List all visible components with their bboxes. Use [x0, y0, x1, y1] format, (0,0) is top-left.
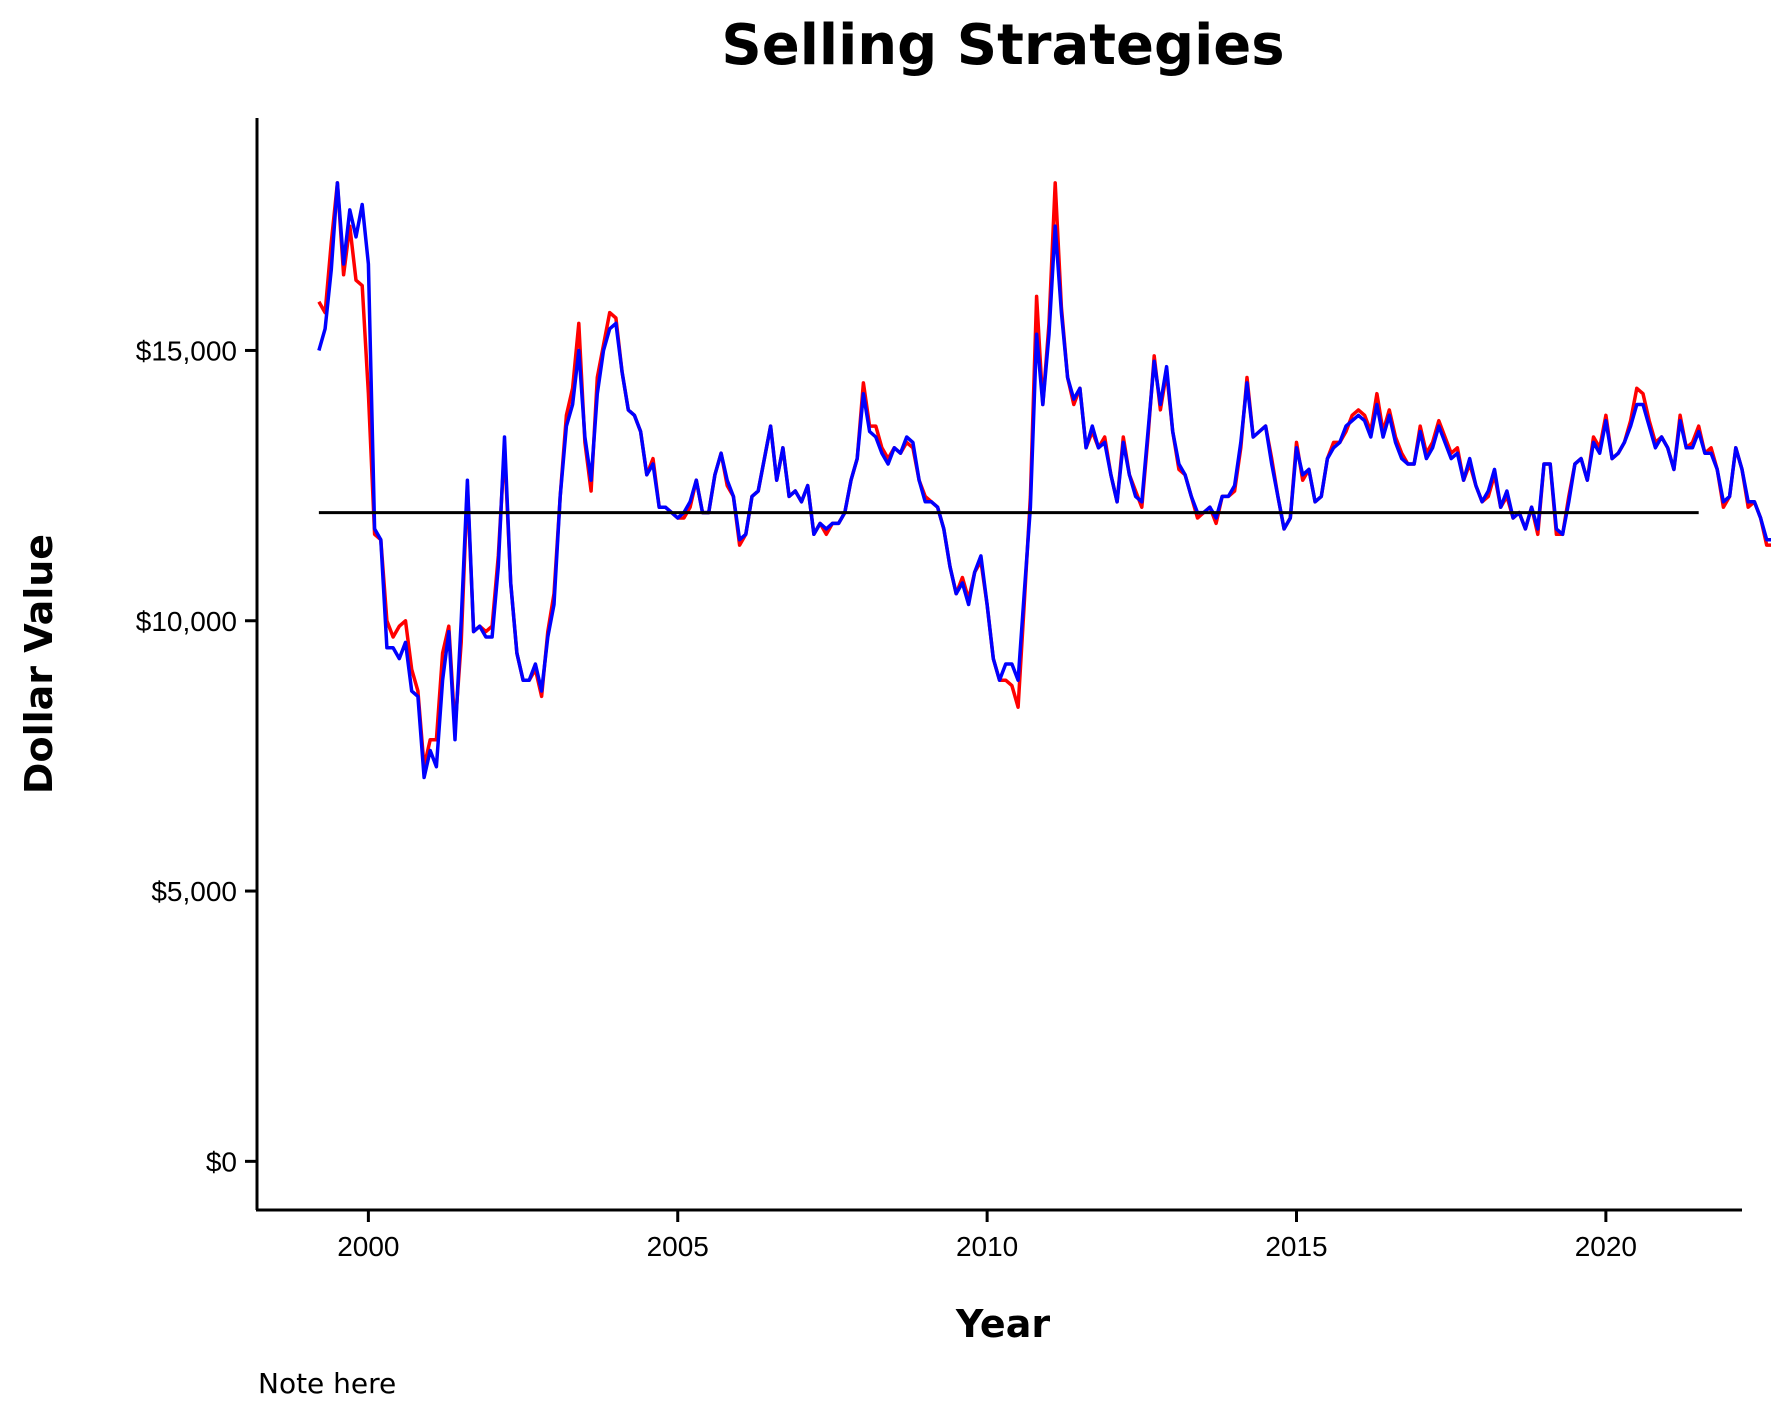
- chart-note: Note here: [258, 1367, 396, 1400]
- y-tick-label: $5,000: [151, 876, 237, 907]
- y-axis-ticks: $0 $5,000 $10,000 $15,000: [136, 335, 257, 1177]
- x-tick-label: 2015: [1265, 1231, 1327, 1262]
- chart-title: Selling Strategies: [721, 13, 1284, 78]
- x-axis-ticks: 2000 2005 2010 2015 2020: [337, 1210, 1637, 1262]
- x-tick-label: 2005: [647, 1231, 709, 1262]
- series-layer: [317, 181, 1771, 780]
- series-line-2: [317, 181, 1771, 780]
- series-line-1: [317, 181, 1771, 769]
- y-tick-label: $0: [206, 1146, 237, 1177]
- x-tick-label: 2010: [956, 1231, 1018, 1262]
- y-axis-title: Dollar Value: [17, 534, 61, 794]
- y-tick-label: $15,000: [136, 335, 237, 366]
- x-axis-title: Year: [955, 1302, 1050, 1346]
- x-tick-label: 2000: [337, 1231, 399, 1262]
- x-tick-label: 2020: [1575, 1231, 1637, 1262]
- y-tick-label: $10,000: [136, 606, 237, 637]
